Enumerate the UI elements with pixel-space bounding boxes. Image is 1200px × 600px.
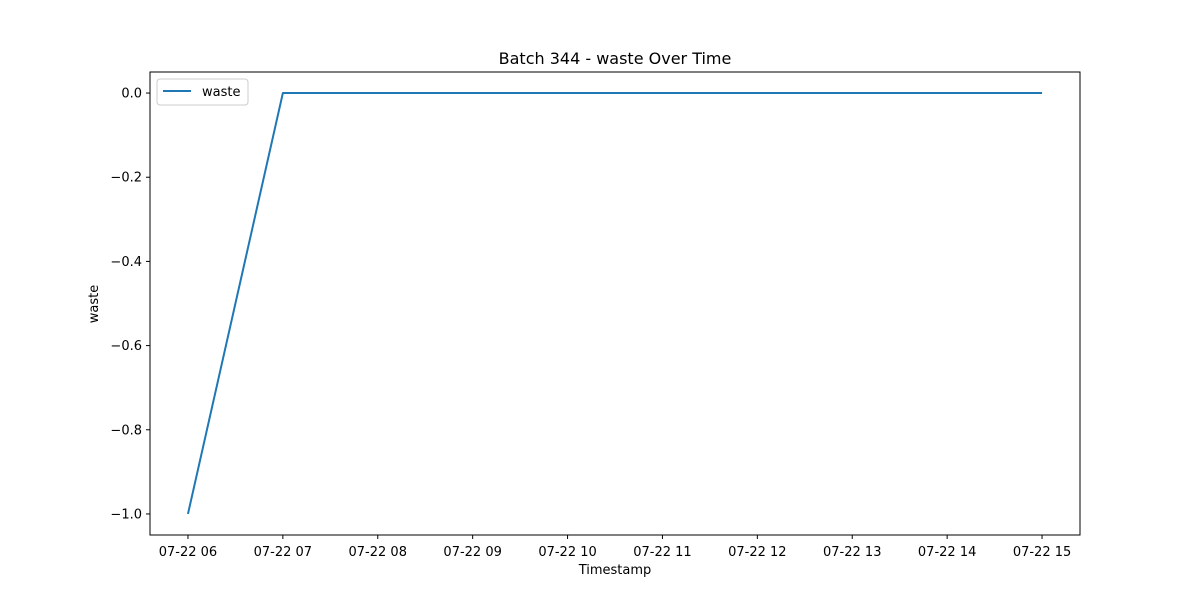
series-layer <box>186 92 1043 515</box>
plot-area <box>149 71 1081 536</box>
x-tick-label: 07-22 13 <box>823 545 881 560</box>
x-tick-label: 07-22 15 <box>1013 545 1071 560</box>
y-axis: −1.0 −0.8 −0.6 −0.4 −0.2 0.0 <box>110 87 150 522</box>
y-axis-label: waste <box>87 285 102 323</box>
x-tick-label: 07-22 10 <box>538 545 596 560</box>
x-tick-label: 07-22 07 <box>254 545 312 560</box>
legend-label-waste: waste <box>202 85 240 100</box>
x-axis: 07-22 06 07-22 07 07-22 08 07-22 09 07-22 10… <box>159 535 1071 560</box>
x-tick-label: 07-22 08 <box>349 545 407 560</box>
y-tick-label: −0.8 <box>110 423 142 438</box>
x-axis-label: Timestamp <box>578 563 652 578</box>
y-tick-label: −0.4 <box>110 255 142 270</box>
legend: waste <box>156 78 249 106</box>
y-tick-label: −0.6 <box>110 339 142 354</box>
x-tick-label: 07-22 12 <box>728 545 786 560</box>
y-tick-label: 0.0 <box>121 87 142 102</box>
x-tick-label: 07-22 06 <box>159 545 217 560</box>
y-tick-label: −1.0 <box>110 507 142 522</box>
x-tick-label: 07-22 11 <box>633 545 691 560</box>
chart-title: Batch 344 - waste Over Time <box>499 49 732 68</box>
legend-box <box>156 78 249 106</box>
series-line-waste <box>186 92 1043 515</box>
x-tick-label: 07-22 09 <box>443 545 501 560</box>
y-tick-label: −0.2 <box>110 171 142 186</box>
x-tick-label: 07-22 14 <box>918 545 976 560</box>
